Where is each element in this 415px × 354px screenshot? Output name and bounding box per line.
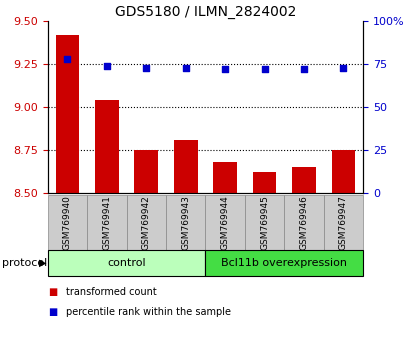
Bar [284,195,324,250]
Point [261,67,268,72]
Bar [134,150,158,193]
Text: GSM769940: GSM769940 [63,195,72,250]
Text: GSM769947: GSM769947 [339,195,348,250]
Bar [166,195,205,250]
Text: GSM769945: GSM769945 [260,195,269,250]
Text: GSM769944: GSM769944 [221,195,229,250]
Text: ▶: ▶ [39,258,47,268]
Point [340,65,347,70]
Bar [87,195,127,250]
Bar [48,195,87,250]
Text: protocol: protocol [2,258,47,268]
Point [104,63,110,69]
Point [222,67,229,72]
Bar [205,195,245,250]
Text: ■: ■ [48,287,57,297]
Bar [205,250,363,276]
Title: GDS5180 / ILMN_2824002: GDS5180 / ILMN_2824002 [115,5,296,19]
Text: transformed count: transformed count [66,287,157,297]
Bar [127,195,166,250]
Text: percentile rank within the sample: percentile rank within the sample [66,307,232,316]
Bar [324,195,363,250]
Text: GSM769946: GSM769946 [300,195,308,250]
Bar [332,150,355,193]
Text: control: control [107,258,146,268]
Bar [48,250,205,276]
Bar [56,35,79,193]
Point [143,65,150,70]
Bar [292,167,316,193]
Bar [174,140,198,193]
Point [64,56,71,62]
Text: GSM769941: GSM769941 [103,195,111,250]
Point [183,65,189,70]
Text: Bcl11b overexpression: Bcl11b overexpression [221,258,347,268]
Text: GSM769943: GSM769943 [181,195,190,250]
Text: GSM769942: GSM769942 [142,195,151,250]
Bar [213,162,237,193]
Point [300,67,307,72]
Text: ■: ■ [48,307,57,316]
Bar [245,195,284,250]
Bar [253,172,276,193]
Bar [95,100,119,193]
